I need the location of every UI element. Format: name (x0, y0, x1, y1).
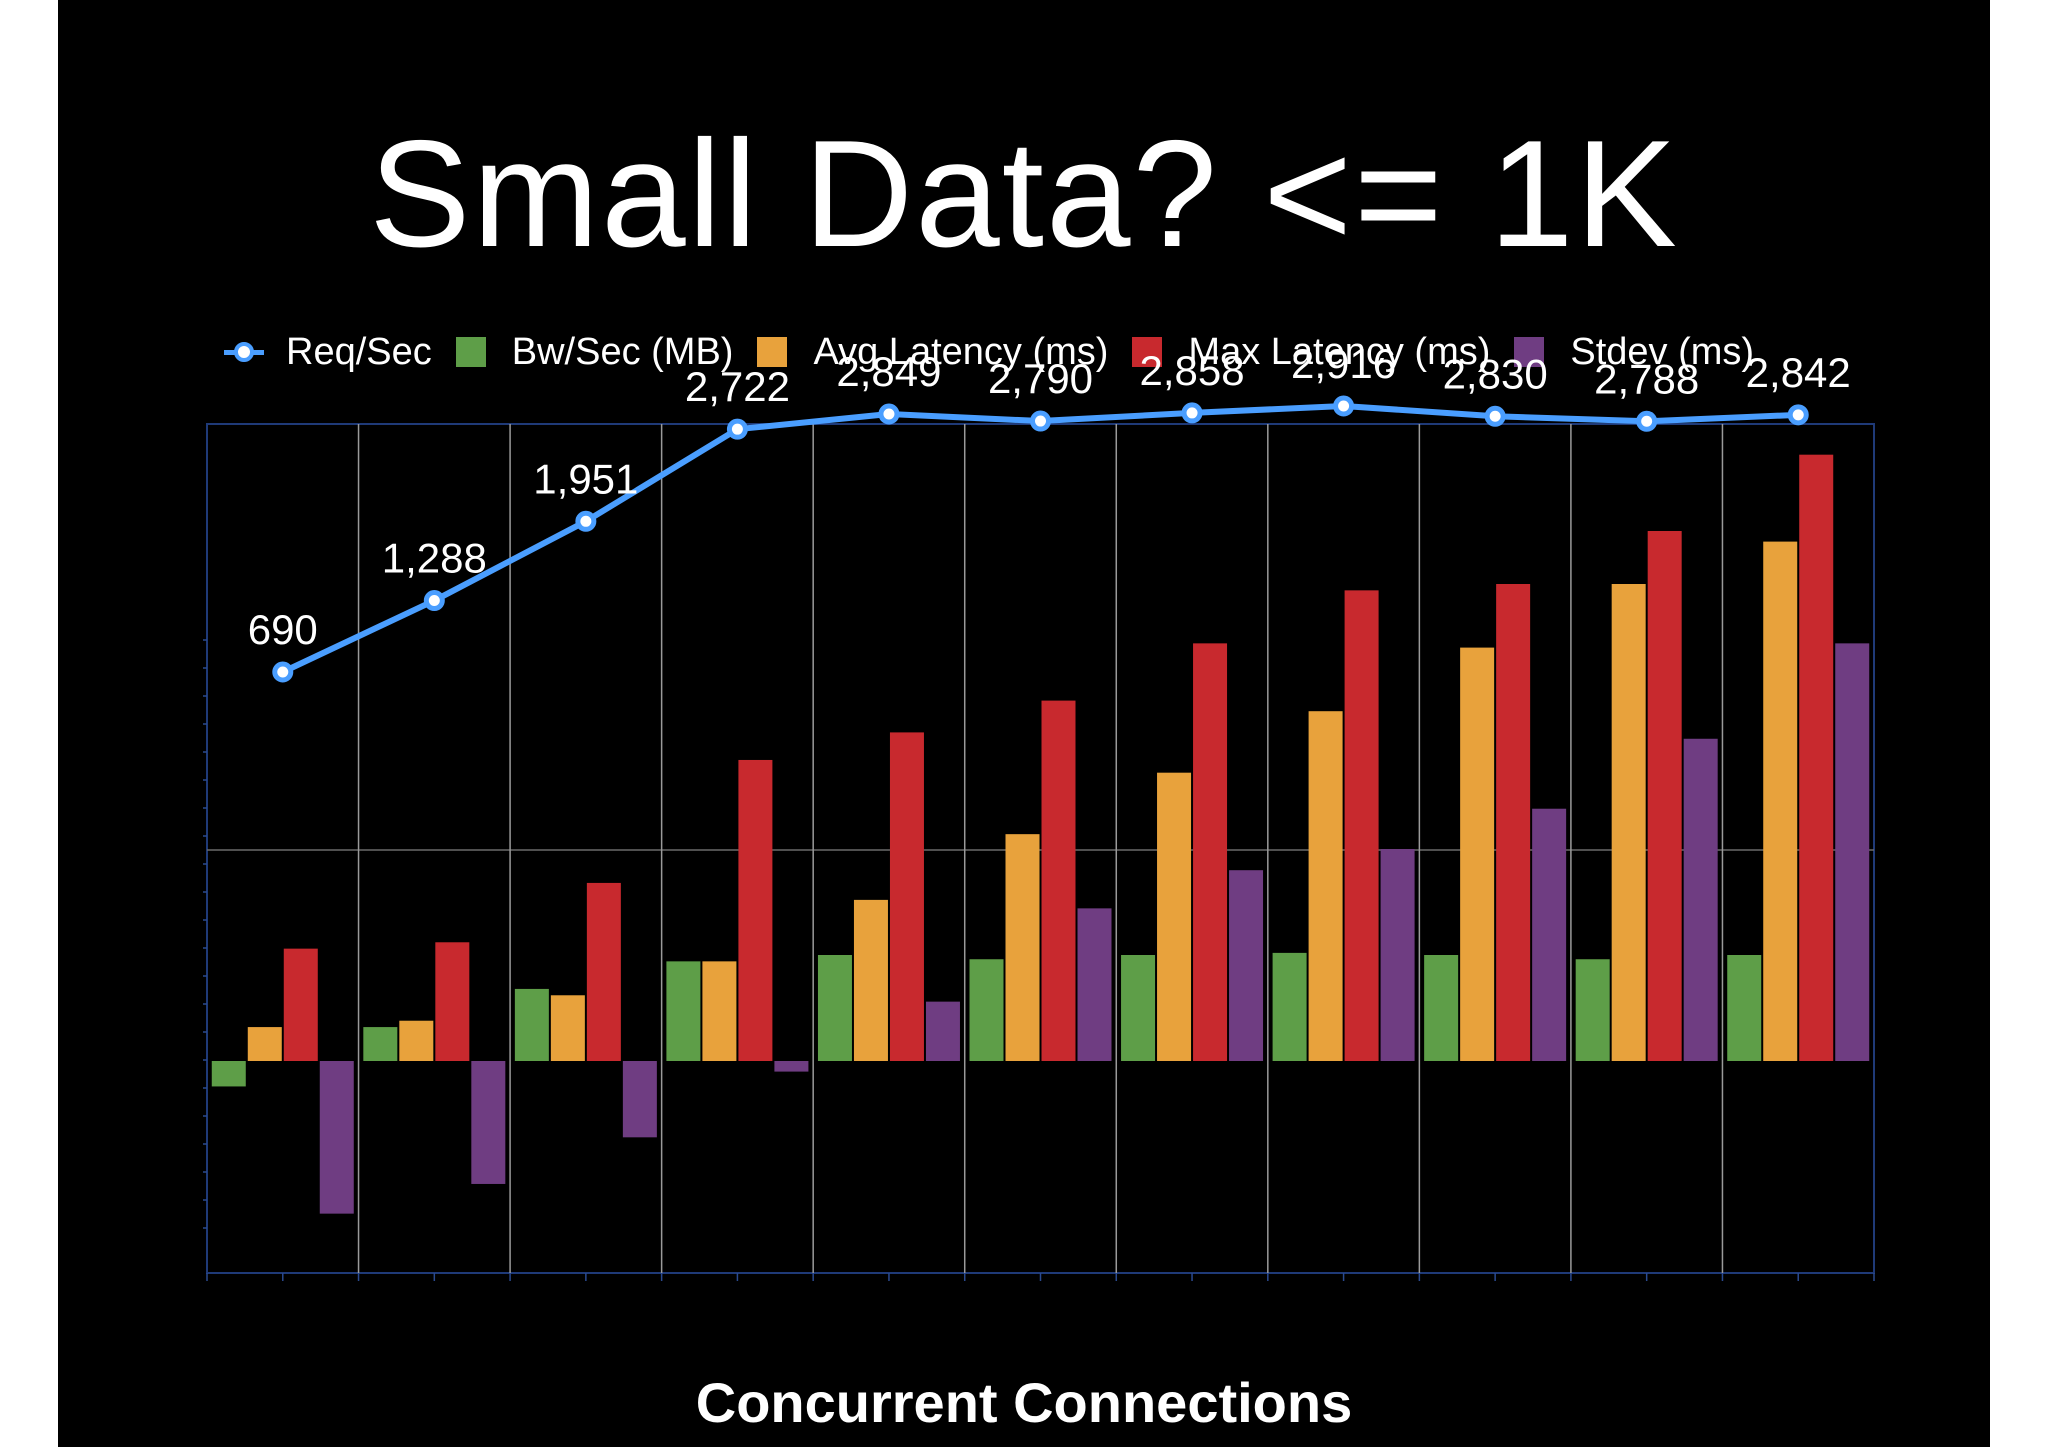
data-label: 1,288 (382, 535, 487, 582)
data-label: 2,858 (1139, 347, 1244, 394)
data-point (1787, 404, 1809, 426)
bar (1460, 647, 1495, 1061)
data-label: 2,790 (988, 355, 1093, 402)
legend-label: Stdev (ms) (1570, 330, 1755, 373)
chart-title: Small Data? <= 1K (369, 109, 1679, 279)
bar (1005, 834, 1040, 1061)
bar (817, 955, 852, 1061)
bar (1308, 711, 1343, 1061)
bar (319, 1061, 354, 1214)
legend-label: Req/Sec (286, 330, 432, 373)
bar (514, 988, 549, 1061)
bar (1727, 955, 1762, 1061)
bar (622, 1061, 657, 1138)
bar (702, 961, 737, 1061)
data-point (1484, 405, 1506, 427)
bar (1344, 590, 1379, 1061)
bar (399, 1020, 434, 1061)
x-axis-label: Concurrent Connections (695, 1371, 1353, 1434)
data-point (423, 590, 445, 612)
bar (1799, 454, 1834, 1061)
bar (1683, 738, 1718, 1061)
bar (211, 1061, 246, 1087)
legend-label: Avg Latency (ms) (813, 330, 1109, 373)
legend-label: Max Latency (ms) (1188, 330, 1491, 373)
slide: Small Data? <= 1K Req/Sec Bw/Sec (MB) Av… (58, 0, 1990, 1447)
bar (1157, 772, 1192, 1061)
data-label: 2,788 (1594, 355, 1699, 402)
data-point (1333, 395, 1355, 417)
bar (1229, 870, 1264, 1061)
red-swatch-icon (1132, 337, 1163, 367)
legend-label: Bw/Sec (MB) (511, 330, 734, 373)
legend-item-req-sec: Req/Sec (224, 331, 432, 374)
bar (1647, 531, 1682, 1061)
data-point (726, 418, 748, 440)
bar (969, 959, 1004, 1061)
data-label: 2,830 (1443, 350, 1548, 397)
bar (550, 995, 585, 1061)
bar (247, 1027, 282, 1061)
legend-item-avg-latency: Avg Latency (ms) (757, 331, 1108, 374)
data-point (575, 510, 597, 532)
legend-item-bw-sec: Bw/Sec (MB) (455, 330, 734, 374)
bar (1763, 541, 1798, 1061)
bar (1496, 584, 1531, 1061)
legend-item-max-latency: Max Latency (ms) (1132, 331, 1490, 374)
data-point (272, 661, 294, 683)
bar (1121, 955, 1156, 1061)
legend-item-stdev: Stdev (ms) (1514, 331, 1754, 374)
bar (666, 961, 701, 1061)
bar (1077, 908, 1112, 1061)
data-label: 2,722 (685, 363, 790, 410)
bar (774, 1061, 809, 1072)
bar (471, 1061, 506, 1184)
orange-swatch-icon (757, 337, 788, 367)
data-label: 2,916 (1291, 340, 1396, 387)
bar (853, 899, 888, 1061)
bar (1532, 808, 1567, 1061)
bar (738, 759, 773, 1061)
data-label: 1,951 (533, 455, 638, 502)
green-swatch-icon (455, 337, 486, 367)
data-point (1636, 410, 1658, 432)
bar (283, 948, 318, 1061)
bar (1424, 955, 1459, 1061)
bar (889, 732, 924, 1061)
data-label: 2,849 (836, 348, 941, 395)
chart-legend: Req/Sec Bw/Sec (MB) Avg Latency (ms) Max… (224, 330, 1778, 374)
bar (925, 1001, 960, 1061)
bar (1041, 700, 1076, 1061)
data-label: 2,842 (1746, 349, 1851, 396)
data-label: 690 (248, 606, 318, 653)
data-point (1030, 410, 1051, 432)
data-point (878, 403, 900, 425)
chart-plot: 690 1,288 1,951 2,722 2,849 2,790 2,858 2,916 2,… (203, 340, 1875, 1281)
purple-swatch-icon (1514, 337, 1545, 367)
bar (1193, 643, 1228, 1061)
line-marker-icon (224, 337, 264, 367)
bar (586, 882, 621, 1061)
bar (435, 942, 470, 1061)
bar (1380, 849, 1415, 1061)
bar (1835, 643, 1870, 1061)
bar (1272, 952, 1307, 1061)
bar (363, 1027, 398, 1061)
bar (1575, 959, 1610, 1061)
bar (1611, 584, 1646, 1061)
data-point (1181, 402, 1203, 424)
